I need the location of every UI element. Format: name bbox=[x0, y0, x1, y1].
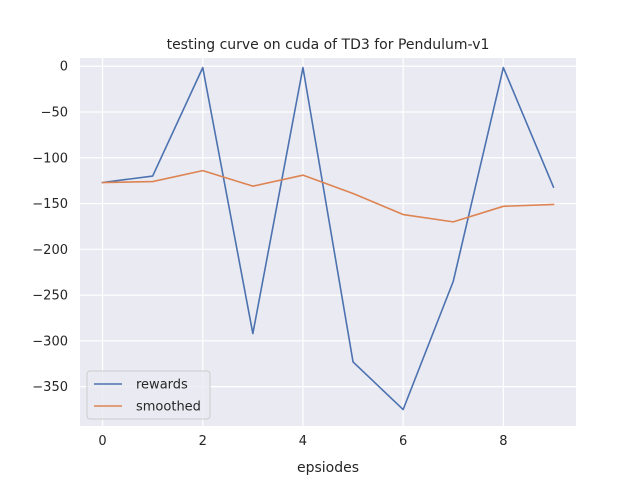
legend-box bbox=[86, 370, 211, 420]
legend-label-rewards: rewards bbox=[136, 378, 188, 393]
series-lines bbox=[101, 66, 555, 411]
y-tick-label: −50 bbox=[41, 106, 68, 121]
series-line-rewards bbox=[101, 66, 555, 411]
legend: rewards smoothed bbox=[86, 370, 211, 420]
x-tick-label: 2 bbox=[199, 434, 207, 449]
y-tick-label: −300 bbox=[32, 334, 68, 349]
y-tick-label: −250 bbox=[32, 289, 68, 304]
x-tick-label: 0 bbox=[98, 434, 106, 449]
grid-lines bbox=[80, 58, 576, 426]
y-tick-labels: 0 −50 −100 −150 −200 −250 −300 −350 bbox=[32, 60, 68, 395]
x-tick-label: 6 bbox=[399, 434, 407, 449]
y-tick-label: −200 bbox=[32, 243, 68, 258]
x-tick-labels: 0 2 4 6 8 bbox=[98, 434, 507, 449]
legend-label-smoothed: smoothed bbox=[136, 400, 201, 415]
plot-area bbox=[80, 58, 576, 426]
x-axis-label: epsiodes bbox=[297, 460, 359, 476]
x-tick-label: 4 bbox=[299, 434, 307, 449]
y-tick-label: −150 bbox=[32, 197, 68, 212]
y-tick-label: −350 bbox=[32, 380, 68, 395]
series-line-smoothed bbox=[101, 169, 555, 223]
chart-title: testing curve on cuda of TD3 for Pendulu… bbox=[167, 37, 490, 53]
x-tick-label: 8 bbox=[499, 434, 507, 449]
y-tick-label: 0 bbox=[60, 60, 68, 75]
y-tick-label: −100 bbox=[32, 151, 68, 166]
